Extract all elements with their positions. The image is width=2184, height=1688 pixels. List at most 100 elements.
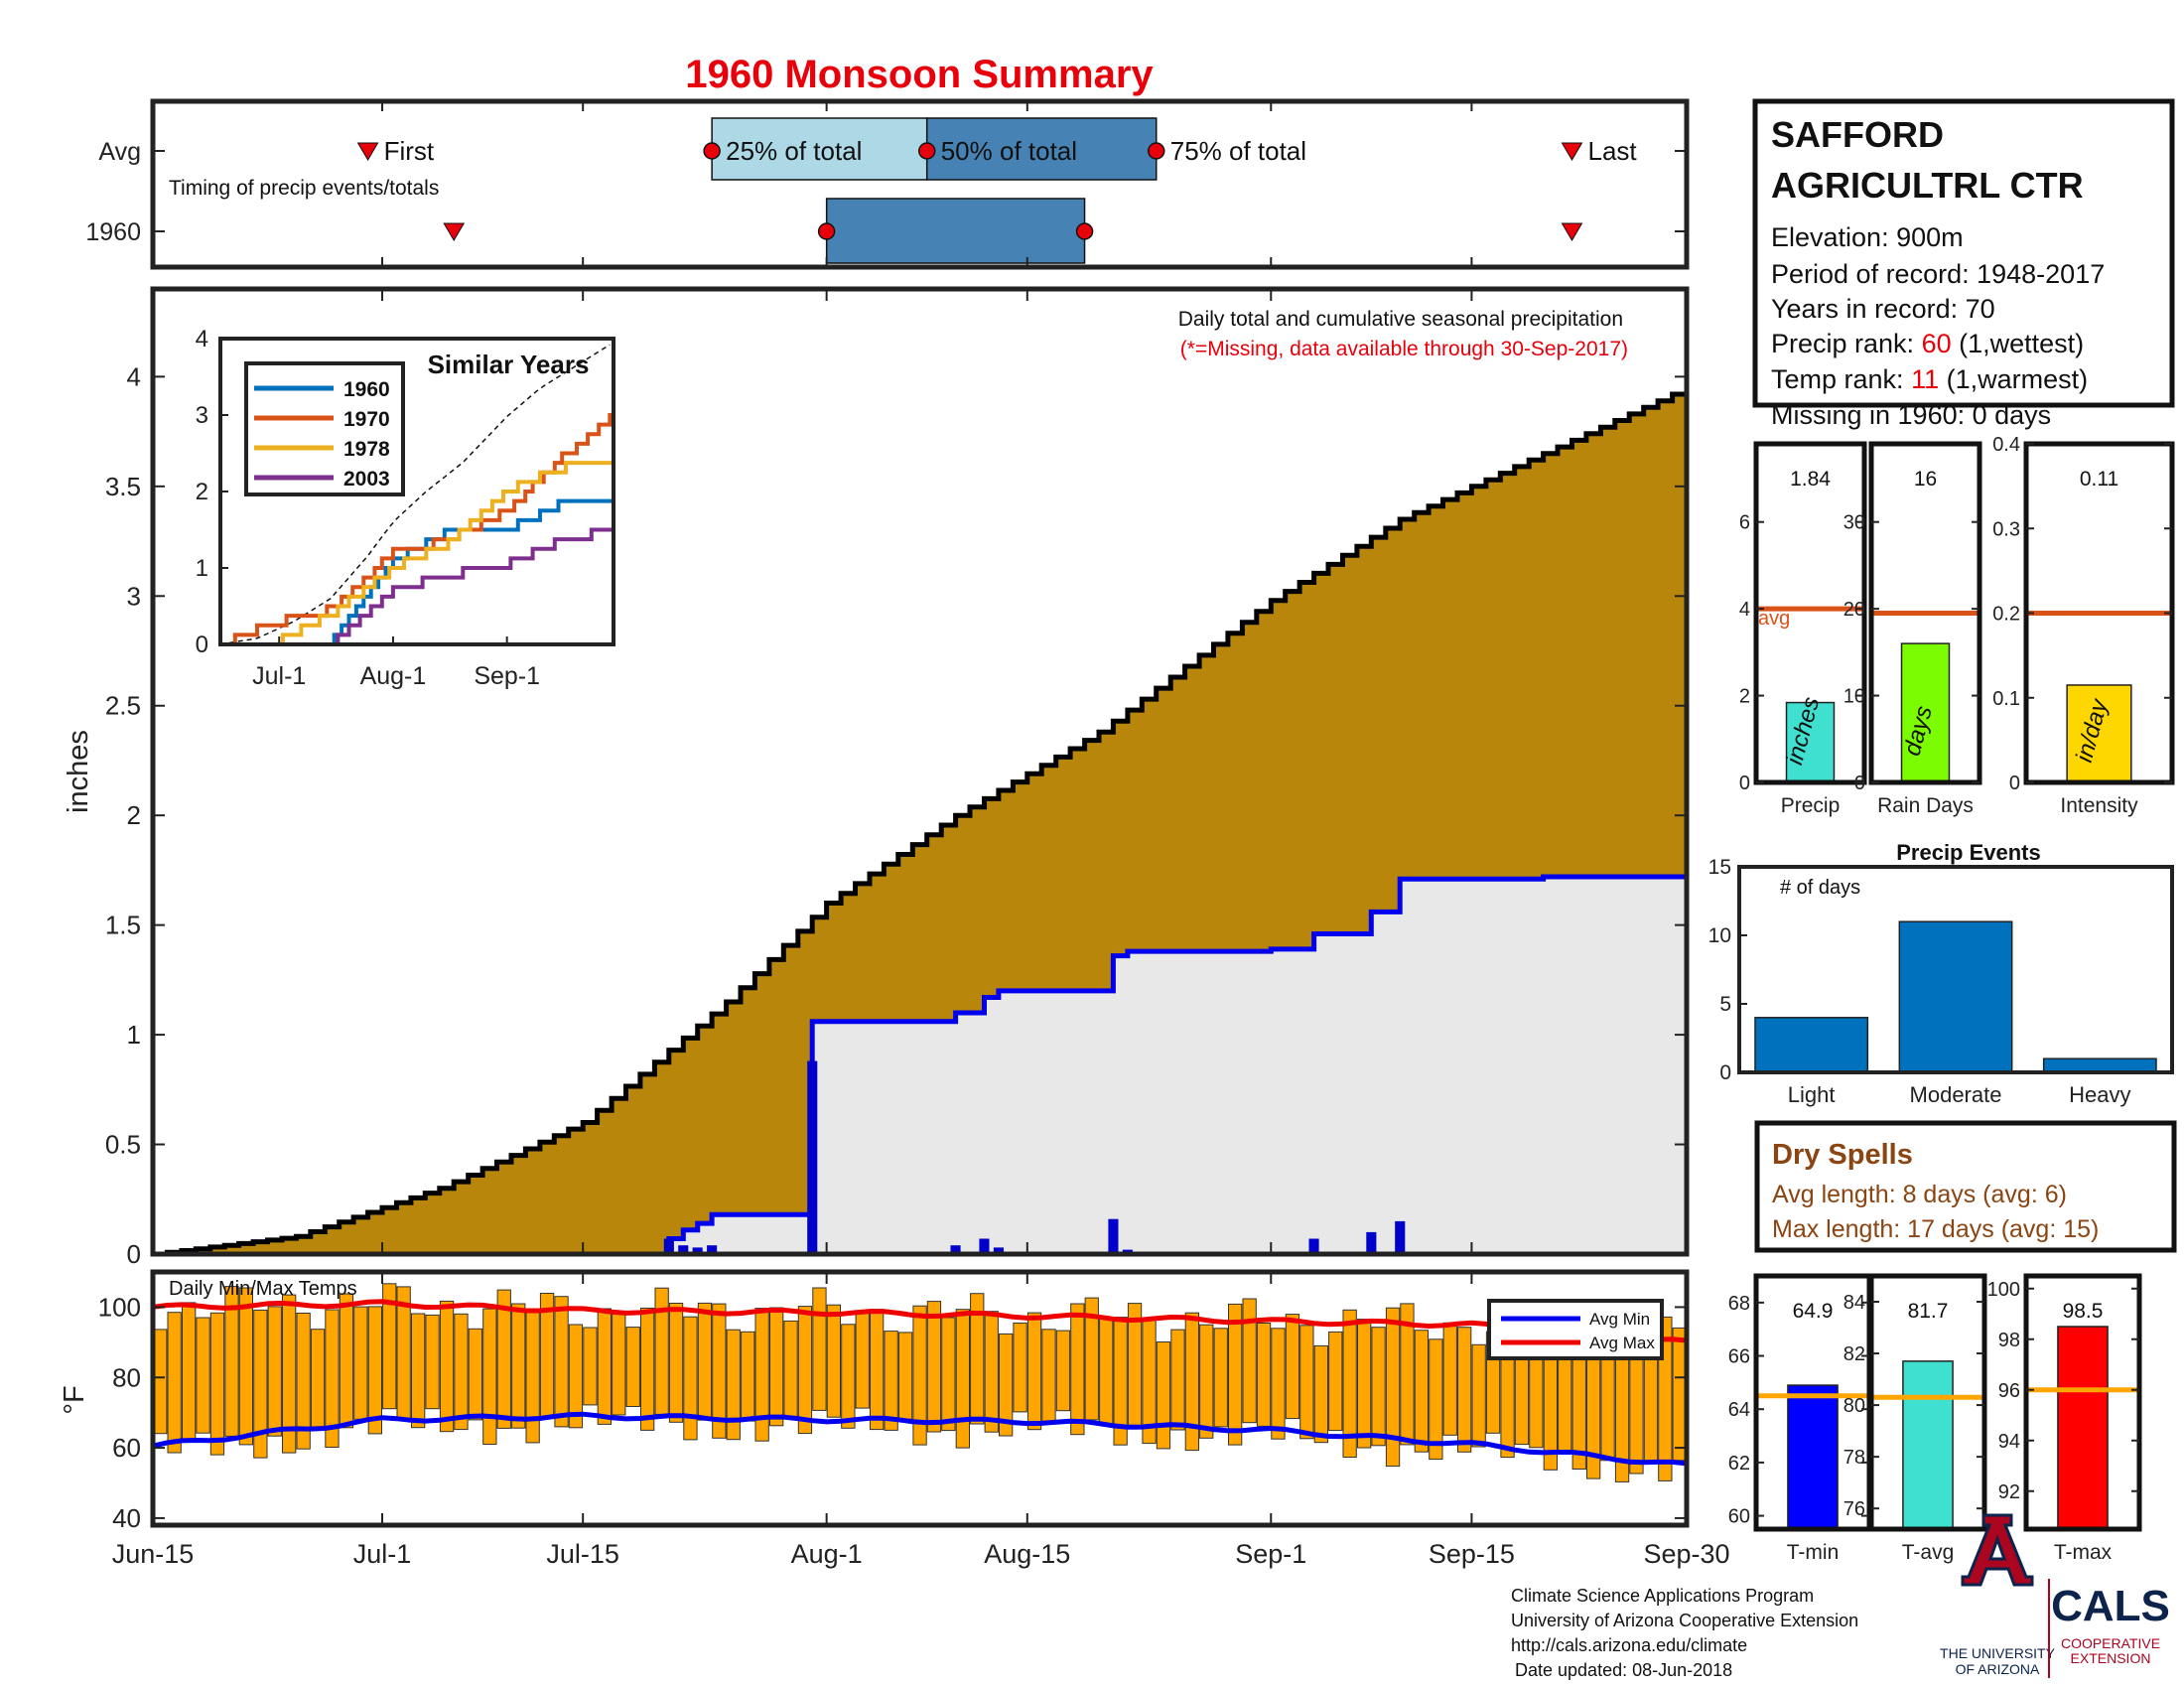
daily-temp-bar (1586, 1354, 1601, 1479)
tmax-value-label: 98.5 (2063, 1300, 2104, 1323)
daily-precip-bar (678, 1245, 689, 1254)
daily-temp-bar (1414, 1330, 1429, 1453)
daily-temp-bar (554, 1296, 569, 1428)
x-axis-label: Aug-15 (984, 1539, 1070, 1569)
tmax-ytick-label: 92 (1998, 1481, 2020, 1503)
intensity-ytick-label: 0 (2009, 773, 2020, 794)
precip-event-bar (2042, 1057, 2157, 1073)
inset-ytick-label: 1 (196, 555, 208, 582)
daily-temp-bar (1400, 1303, 1415, 1446)
university-of-arizona-logo: THE UNIVERSITY OF ARIZONA CALS COOPERATI… (1940, 1513, 2170, 1678)
daily-temp-bar (741, 1331, 755, 1422)
inset-ytick-label: 2 (196, 479, 208, 505)
station-name-line2: AGRICULTRL CTR (1771, 165, 2084, 206)
inset-ytick-label: 0 (196, 632, 208, 658)
timing-caption: Timing of precip events/totals (169, 177, 439, 200)
tavg-axis-label: T-avg (1902, 1541, 1955, 1564)
x-axis-label: Aug-1 (791, 1539, 863, 1569)
block-a-logo-icon (1961, 1513, 2034, 1587)
daily-temp-bar (984, 1311, 999, 1433)
avg-percentile-marker (917, 142, 936, 160)
daily-temp-bar (325, 1309, 340, 1448)
daily-temp-bar (282, 1294, 297, 1454)
daily-temp-bar (568, 1324, 584, 1429)
precip-ytick-label: 0 (1739, 773, 1750, 794)
daily-temp-bar (841, 1324, 856, 1429)
x-axis-label: Jul-15 (546, 1539, 619, 1569)
inset-title: Similar Years (428, 350, 590, 379)
daily-temp-bar (1371, 1327, 1386, 1447)
tavg-panel-frame (1868, 1273, 1987, 1532)
daily-temp-bar (1242, 1298, 1257, 1424)
daily-temp-bar (769, 1307, 784, 1427)
station-period: Period of record: 1948-2017 (1771, 259, 2105, 289)
footer-line3: http://cals.arizona.edu/climate (1511, 1635, 1747, 1655)
daily-temp-bar (267, 1306, 282, 1437)
x-axis-label: Sep-15 (1429, 1539, 1515, 1569)
daily-temp-bar (238, 1287, 253, 1446)
inset-xtick-label: Jul-1 (252, 662, 306, 690)
timing-row-label-avg: Avg (98, 138, 141, 166)
daily-temp-bar (253, 1309, 268, 1459)
daily-temp-bar (941, 1317, 956, 1432)
intensity-ytick-label: 0.1 (1992, 688, 2020, 710)
x-axis-label: Jun-15 (112, 1539, 195, 1569)
year-first-marker-icon (443, 222, 466, 241)
dry-spells-max: Max length: 17 days (avg: 15) (1772, 1215, 2099, 1243)
year-percentile-marker (1075, 222, 1094, 240)
daily-temp-bar (726, 1329, 741, 1441)
x-axis-label: Sep-1 (1235, 1539, 1306, 1569)
daily-temp-bar (496, 1289, 511, 1429)
timing-panel: Avg 1960 Timing of precip events/totals … (85, 98, 1690, 270)
precip-chart-frame (150, 286, 1690, 1257)
tmin-value-bar (1787, 1384, 1839, 1530)
precip-rank-value: 60 (1922, 329, 1952, 358)
inset-legend-label: 1970 (343, 408, 390, 431)
dry-spells-title: Dry Spells (1772, 1139, 1913, 1171)
inset-avg-dashed-line (219, 344, 611, 645)
precip-event-bar (1898, 920, 2013, 1073)
station-missing: Missing in 1960: 0 days (1771, 400, 2051, 430)
daily-temp-bar (339, 1293, 354, 1429)
daily-temp-bar (525, 1310, 540, 1444)
daily-temp-bar (812, 1287, 827, 1411)
daily-temp-bar (1385, 1307, 1401, 1468)
year-last-marker-icon (1561, 222, 1583, 241)
tmax-ytick-label: 96 (1998, 1380, 2020, 1402)
intensity-ytick-label: 0.3 (1992, 518, 2020, 540)
daily-temp-bar (597, 1308, 613, 1425)
precip-value-bar (1785, 701, 1836, 783)
tmax-value-bar (2057, 1326, 2109, 1530)
precip-value-label: 1.84 (1790, 468, 1831, 491)
daily-temp-bar (712, 1303, 727, 1439)
daily-temp-bar (454, 1313, 469, 1431)
precip-events-chart: Precip Events Light Moderate Heavy 0 5 10 15 #… (1708, 840, 2174, 1107)
avg-percentile-marker (1147, 142, 1165, 160)
timing-first-label: First (384, 136, 435, 166)
daily-precip-bar (707, 1245, 718, 1254)
daily-precip-bar (993, 1247, 1004, 1254)
daily-temp-bar (1342, 1309, 1357, 1459)
daily-temp-bar (855, 1313, 870, 1409)
daily-temp-bar (1672, 1327, 1687, 1462)
timing-25-label: 25% of total (726, 136, 862, 166)
station-temp-rank: Temp rank: 11 (1,warmest) (1771, 364, 2088, 394)
temp-legend-min-label: Avg Min (1589, 1310, 1650, 1329)
temp-rank-note: (1,warmest) (1939, 364, 2088, 394)
daily-temp-bar (1442, 1322, 1457, 1436)
daily-temp-bar (912, 1305, 927, 1446)
tmax-axis-label: T-max (2054, 1541, 2113, 1564)
tmin-panel: 64.9 60 62 64 66 68 T-min (1728, 1273, 1872, 1564)
avg-percentile-marker (703, 142, 721, 160)
avg-max-line (152, 1299, 1688, 1343)
daily-temp-bar (683, 1316, 698, 1441)
tavg-ytick-label: 84 (1843, 1292, 1865, 1314)
station-elevation: Elevation: 900m (1771, 222, 1964, 252)
daily-temp-bar (826, 1304, 842, 1418)
daily-temp-bar (425, 1314, 440, 1410)
footer-credits: Climate Science Applications Program Uni… (1511, 1586, 1858, 1680)
station-name-line1: SAFFORD (1771, 114, 1944, 155)
raindays-axis-label: Rain Days (1877, 794, 1974, 817)
avg-timing-box-high (925, 117, 1158, 181)
